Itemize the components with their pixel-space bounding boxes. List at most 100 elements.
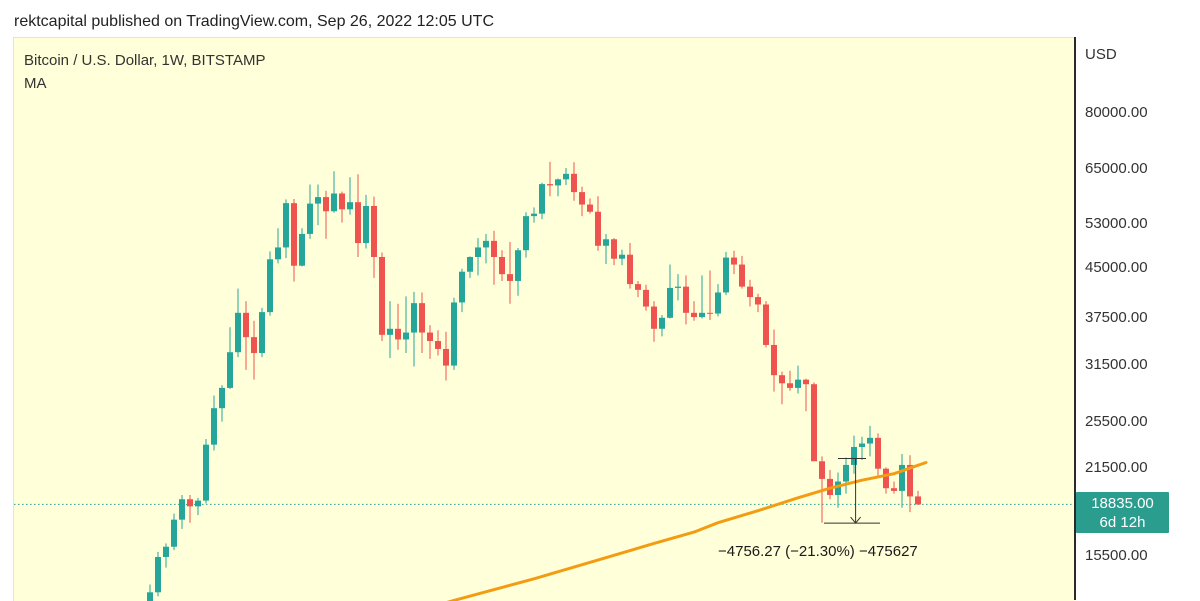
candle-body — [219, 388, 225, 408]
candle-body — [667, 288, 673, 318]
candle-body — [315, 197, 321, 204]
candle-body — [291, 203, 297, 266]
candle-body — [779, 375, 785, 383]
measurement-label: −4756.27 (−21.30%) −475627 — [718, 543, 918, 560]
candle-body — [747, 287, 753, 297]
candle-body — [211, 408, 217, 444]
indicator-legend[interactable]: MA — [24, 75, 47, 92]
current-price-value: 18835.00 — [1076, 494, 1169, 513]
candle-body — [203, 445, 209, 501]
y-tick-label: 25500.00 — [1085, 413, 1148, 430]
candle-body — [299, 234, 305, 266]
candle-body — [731, 258, 737, 265]
candle-body — [307, 204, 313, 234]
candle-body — [651, 307, 657, 329]
candle-body — [355, 202, 361, 243]
candle-body — [643, 290, 649, 307]
candle-body — [491, 241, 497, 257]
candle-body — [627, 255, 633, 284]
y-tick-label: 80000.00 — [1085, 104, 1148, 121]
candle-body — [227, 352, 233, 388]
candle-body — [715, 292, 721, 313]
candle-body — [579, 192, 585, 204]
candle-body — [739, 265, 745, 287]
candle-body — [707, 313, 713, 314]
candle-body — [499, 257, 505, 274]
candle-body — [363, 206, 369, 243]
candle-body — [771, 345, 777, 375]
symbol-legend[interactable]: Bitcoin / U.S. Dollar, 1W, BITSTAMP — [24, 52, 265, 69]
candle-body — [339, 193, 345, 209]
candle-body — [187, 499, 193, 506]
candle-body — [243, 313, 249, 337]
current-price-badge: 18835.00 6d 12h — [1076, 492, 1169, 533]
candle-body — [331, 193, 337, 211]
candle-body — [691, 313, 697, 317]
candle-body — [267, 259, 273, 312]
candle-body — [379, 257, 385, 335]
y-tick-label: 31500.00 — [1085, 356, 1148, 373]
candle-body — [859, 444, 865, 447]
candle-body — [659, 318, 665, 329]
price-chart[interactable] — [14, 38, 1075, 601]
candle-body — [723, 258, 729, 293]
candle-body — [323, 197, 329, 211]
candle-body — [611, 239, 617, 258]
candle-body — [435, 341, 441, 349]
candle-body — [251, 337, 257, 353]
candle-body — [891, 488, 897, 491]
candle-body — [371, 206, 377, 257]
moving-average-line — [366, 463, 926, 601]
y-tick-label: 65000.00 — [1085, 160, 1148, 177]
y-tick-label: 53000.00 — [1085, 215, 1148, 232]
candle-body — [163, 547, 169, 557]
candle-body — [451, 302, 457, 365]
candle-body — [195, 501, 201, 507]
y-tick-label: 21500.00 — [1085, 459, 1148, 476]
candle-body — [179, 499, 185, 519]
candle-body — [395, 329, 401, 340]
candle-body — [587, 205, 593, 212]
candle-body — [171, 520, 177, 547]
candle-body — [443, 349, 449, 366]
candle-body — [563, 174, 569, 180]
candle-body — [619, 255, 625, 259]
candle-body — [915, 496, 921, 504]
candle-body — [539, 184, 545, 214]
candle-body — [403, 333, 409, 340]
candle-body — [635, 284, 641, 290]
candle-body — [235, 313, 241, 352]
candle-body — [795, 380, 801, 388]
candle-body — [571, 174, 577, 192]
candle-body — [675, 287, 681, 288]
candle-body — [387, 329, 393, 335]
currency-label: USD — [1085, 46, 1117, 63]
candle-body — [411, 303, 417, 332]
candle-body — [883, 469, 889, 489]
publisher-caption: rektcapital published on TradingView.com… — [14, 13, 494, 31]
y-tick-label: 15500.00 — [1085, 547, 1148, 564]
candle-body — [683, 287, 689, 313]
candle-body — [603, 239, 609, 246]
candle-body — [155, 557, 161, 592]
candle-body — [547, 184, 553, 185]
candle-body — [283, 203, 289, 247]
y-tick-label: 45000.00 — [1085, 259, 1148, 276]
candle-body — [531, 214, 537, 216]
candle-body — [875, 438, 881, 469]
candle-body — [803, 380, 809, 385]
y-tick-label: 37500.00 — [1085, 309, 1148, 326]
candle-body — [867, 438, 873, 444]
candle-body — [595, 212, 601, 246]
candle-body — [475, 247, 481, 257]
candle-body — [811, 384, 817, 461]
candle-body — [787, 383, 793, 388]
chart-area[interactable] — [13, 37, 1075, 601]
candle-body — [835, 482, 841, 495]
candle-body — [419, 303, 425, 332]
candle-body — [819, 461, 825, 479]
candle-body — [763, 304, 769, 344]
candle-body — [467, 257, 473, 272]
candle-body — [523, 216, 529, 250]
candle-body — [459, 272, 465, 303]
